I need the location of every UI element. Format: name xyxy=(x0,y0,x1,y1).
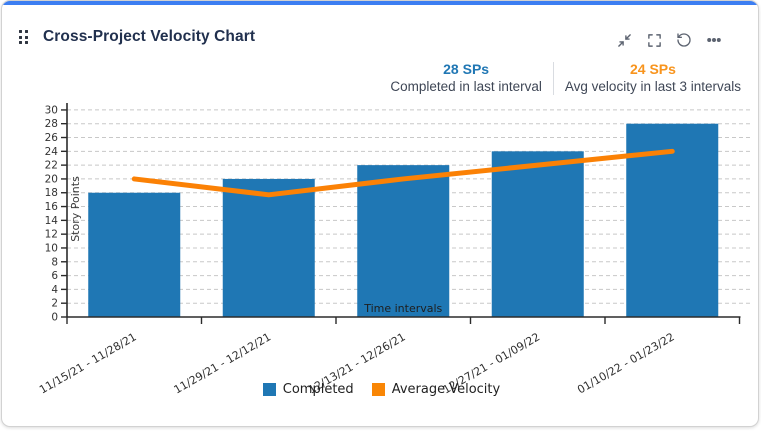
y-tick-label: 30 xyxy=(45,104,58,116)
drag-handle-icon[interactable] xyxy=(19,30,28,44)
more-options-icon[interactable] xyxy=(703,29,725,51)
average-velocity-swatch-icon xyxy=(371,383,385,396)
legend-item-average-velocity[interactable]: Average Velocity xyxy=(371,382,501,397)
stats-row: 28 SPs Completed in last interval 24 SPs… xyxy=(379,61,752,95)
y-tick-label: 6 xyxy=(51,270,58,282)
stat-avg-velocity-value: 24 SPs xyxy=(629,61,676,77)
y-tick-label: 24 xyxy=(45,146,59,158)
x-axis-title: Time intervals xyxy=(363,302,442,315)
y-tick-label: 10 xyxy=(45,242,58,254)
y-tick-label: 8 xyxy=(51,256,58,268)
y-tick-label: 14 xyxy=(45,215,59,227)
completed-swatch-icon xyxy=(262,383,276,396)
y-tick-label: 22 xyxy=(45,160,58,172)
bar-completed[interactable] xyxy=(357,165,450,317)
stat-completed-label: Completed in last interval xyxy=(390,79,542,94)
y-tick-label: 0 xyxy=(51,312,58,324)
legend-item-completed[interactable]: Completed xyxy=(262,382,354,397)
chart-legend: Completed Average Velocity xyxy=(2,382,758,397)
legend-label-average-velocity: Average Velocity xyxy=(391,382,501,397)
velocity-widget-card: Cross-Project Velocity Chart 28 SPs xyxy=(1,0,759,427)
stat-avg-velocity: 24 SPs Avg velocity in last 3 intervals xyxy=(554,61,752,95)
y-tick-label: 2 xyxy=(51,298,58,310)
bar-completed[interactable] xyxy=(222,178,315,317)
stats-divider xyxy=(552,61,554,95)
y-tick-label: 28 xyxy=(45,118,58,130)
collapse-icon[interactable] xyxy=(613,29,635,51)
stat-avg-velocity-label: Avg velocity in last 3 intervals xyxy=(564,79,741,94)
y-tick-label: 20 xyxy=(45,173,58,185)
average-velocity-line[interactable] xyxy=(131,148,675,198)
y-tick-label: 26 xyxy=(45,132,59,144)
velocity-chart-canvas[interactable]: 0 2 4 6 8 10 12 14 16 18 20 22 24 26 28 30 11/15/21 - 11… xyxy=(2,1,759,427)
widget-title: Cross-Project Velocity Chart xyxy=(43,28,256,45)
header-actions xyxy=(613,29,725,51)
y-tick-label: 16 xyxy=(45,201,59,213)
y-tick-label: 12 xyxy=(45,229,58,241)
bar-completed[interactable] xyxy=(491,151,584,317)
y-axis-title: Story Points xyxy=(69,176,82,242)
card-accent-bar xyxy=(2,1,758,5)
stat-completed: 28 SPs Completed in last interval xyxy=(379,61,553,95)
fullscreen-icon[interactable] xyxy=(643,29,665,51)
y-tick-label: 4 xyxy=(51,284,58,296)
legend-label-completed: Completed xyxy=(282,382,354,397)
y-tick-label: 18 xyxy=(45,187,58,199)
bar-completed[interactable] xyxy=(88,192,181,317)
refresh-icon[interactable] xyxy=(673,29,695,51)
stat-completed-value: 28 SPs xyxy=(443,61,490,77)
